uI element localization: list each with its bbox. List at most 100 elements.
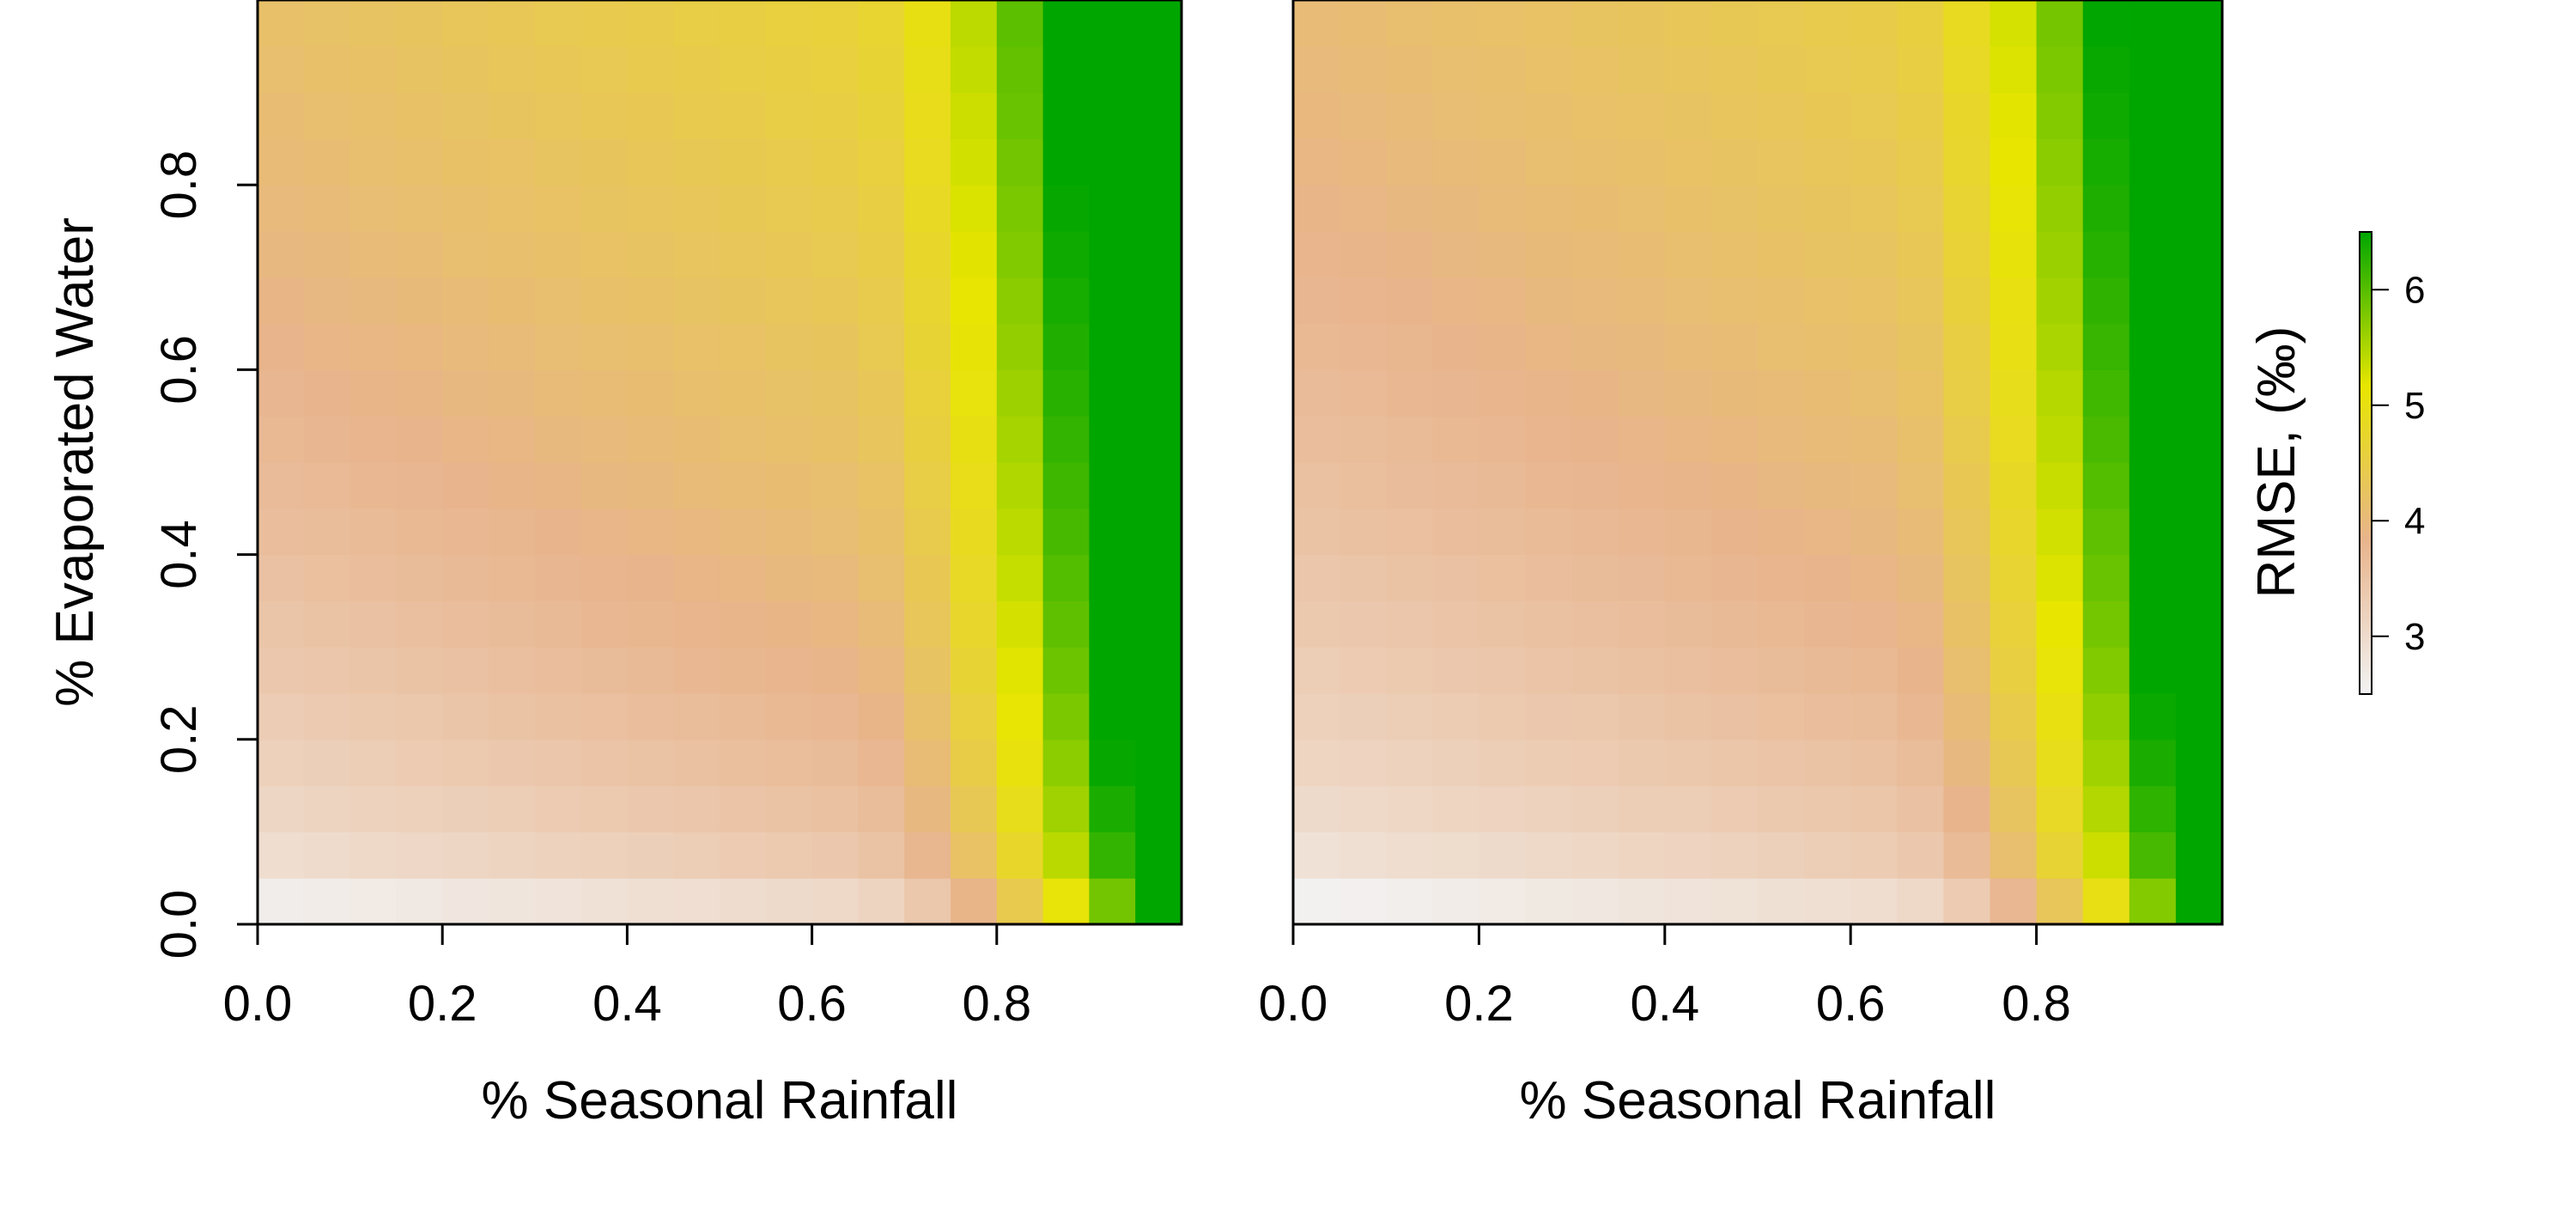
heatmap-cell [396,0,443,47]
heatmap-cell [1525,231,1573,278]
heatmap-cell [1664,647,1712,694]
heatmap-cell [396,46,443,94]
heatmap-cell [951,231,998,278]
heatmap-cell [1089,92,1136,139]
heatmap-cell [1571,92,1619,139]
heatmap-cell [1804,323,1851,370]
heatmap-cell [1089,508,1136,556]
heatmap-cell [673,647,720,694]
heatmap-cell [858,323,905,370]
heatmap-cell [2175,416,2223,463]
heatmap-cell [534,0,582,47]
heatmap-cell [1135,831,1182,879]
heatmap-cell [1340,878,1387,925]
heatmap-cell [904,831,951,879]
heatmap-cell [580,369,628,417]
heatmap-cell [1850,369,1898,417]
heatmap-cell [580,647,628,694]
heatmap-cell [303,92,351,139]
heatmap-cell [489,647,536,694]
heatmap-cell [258,647,305,694]
heatmap-cell [442,323,489,370]
heatmap-cell [904,416,951,463]
heatmap-cell [1618,785,1666,832]
heatmap-cell [349,462,397,509]
colorbar-title: RMSE, (‰) [2247,326,2306,599]
heatmap-cell [349,0,397,47]
heatmap-cell [2082,416,2130,463]
heatmap-cell [1135,462,1182,509]
heatmap-cell [627,138,674,186]
heatmap-cell [1897,185,1944,232]
heatmap-panel-right: 0.0 0.2 0.4 0.6 0.8 % Seasonal Rainfall [1259,0,2224,1130]
x-tick-label: 0.4 [1630,976,1699,1032]
heatmap-cell [673,369,720,417]
heatmap-cell [720,323,767,370]
heatmap-cell [489,0,536,47]
heatmap-cell [1850,416,1898,463]
x-tick-label: 0.6 [1816,976,1886,1032]
heatmap-cell [349,369,397,417]
heatmap-cell [2129,554,2177,601]
heatmap-cell [2129,231,2177,278]
heatmap-cell [489,92,536,139]
heatmap-cell [349,92,397,139]
heatmap-cell [673,185,720,232]
heatmap-cell [1897,46,1944,94]
heatmap-cell [951,138,998,186]
heatmap-cell [349,693,397,740]
heatmap-cell [1042,878,1090,925]
heatmap-cell [258,0,305,47]
heatmap-cell [1943,369,1991,417]
heatmap-cell [1618,647,1666,694]
heatmap-cell [1135,46,1182,94]
heatmap-cell [580,231,628,278]
heatmap-cell [2175,231,2223,278]
heatmap-cell [996,185,1044,232]
heatmap-cell [1089,138,1136,186]
heatmap-cell [1804,277,1851,325]
heatmap-cell [1571,323,1619,370]
heatmap-cell [1479,185,1527,232]
heatmap-cell [1293,46,1340,94]
heatmap-cell [2175,693,2223,740]
heatmap-cell [858,138,905,186]
heatmap-cell [1850,462,1898,509]
heatmap-cell [996,785,1044,832]
heatmap-cell [858,277,905,325]
heatmap-cell [1990,785,2038,832]
heatmap-cell [1710,647,1759,694]
heatmap-cell [303,277,351,325]
heatmap-cell [1804,185,1851,232]
heatmap-cell [489,785,536,832]
heatmap-cell [1293,185,1340,232]
heatmap-cell [1135,92,1182,139]
heatmap-cell [1571,647,1619,694]
heatmap-cell [1710,323,1759,370]
heatmap-cell [2082,600,2130,648]
heatmap-cell [1432,693,1479,740]
heatmap-cell [1664,554,1712,601]
heatmap-cell [1990,554,2038,601]
heatmap-cell [858,416,905,463]
heatmap-cell [1479,693,1527,740]
heatmap-cell [1340,185,1387,232]
heatmap-cell [1089,0,1136,47]
heatmap-cell [1804,508,1851,556]
heatmap-cell [2082,369,2130,417]
heatmap-cell [1804,554,1851,601]
heatmap-cell [1525,600,1573,648]
heatmap-cell [1340,46,1387,94]
heatmap-cell [534,416,582,463]
heatmap-cell [1758,277,1805,325]
heatmap-cell [1758,647,1805,694]
heatmap-cell [396,231,443,278]
heatmap-cell [996,323,1044,370]
heatmap-cell [580,185,628,232]
heatmap-cell [258,878,305,925]
heatmap-cell [1850,600,1898,648]
heatmap-cell [627,46,674,94]
heatmap-cell [858,462,905,509]
heatmap-cell [811,323,859,370]
heatmap-cell [396,138,443,186]
